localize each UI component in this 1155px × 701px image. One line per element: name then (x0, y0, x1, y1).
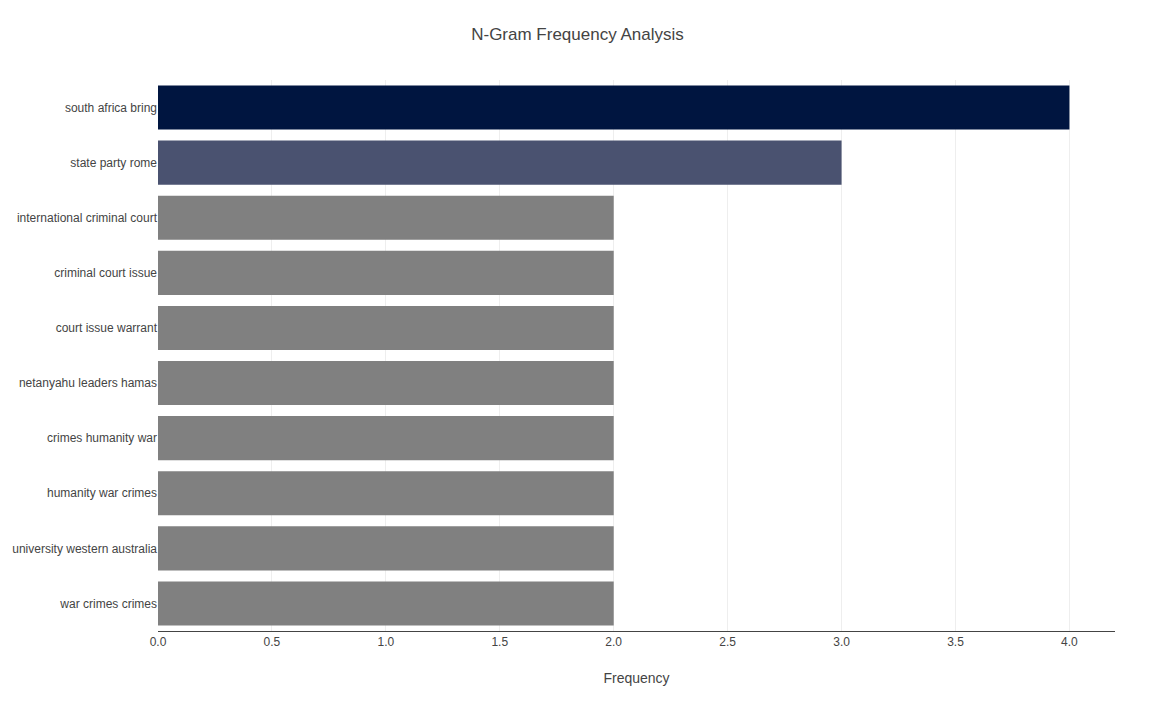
svg-text:4.0: 4.0 (1061, 635, 1078, 649)
svg-text:humanity war crimes: humanity war crimes (47, 486, 157, 500)
svg-text:3.0: 3.0 (833, 635, 850, 649)
svg-text:war crimes crimes: war crimes crimes (59, 597, 157, 611)
svg-text:Frequency: Frequency (603, 670, 669, 686)
svg-text:0.5: 0.5 (264, 635, 281, 649)
svg-text:netanyahu leaders hamas: netanyahu leaders hamas (19, 376, 157, 390)
svg-text:south africa bring: south africa bring (65, 101, 157, 115)
svg-text:2.5: 2.5 (719, 635, 736, 649)
svg-text:state party rome: state party rome (70, 156, 157, 170)
svg-text:3.5: 3.5 (947, 635, 964, 649)
svg-text:2.0: 2.0 (605, 635, 622, 649)
svg-text:0.0: 0.0 (150, 635, 167, 649)
svg-text:1.0: 1.0 (378, 635, 395, 649)
svg-text:university western australia: university western australia (12, 542, 157, 556)
svg-text:court issue warrant: court issue warrant (56, 321, 158, 335)
svg-text:N-Gram Frequency Analysis: N-Gram Frequency Analysis (471, 25, 684, 44)
svg-text:crimes humanity war: crimes humanity war (47, 431, 157, 445)
svg-text:criminal court issue: criminal court issue (54, 266, 157, 280)
svg-text:1.5: 1.5 (491, 635, 508, 649)
svg-text:international criminal court: international criminal court (17, 211, 158, 225)
